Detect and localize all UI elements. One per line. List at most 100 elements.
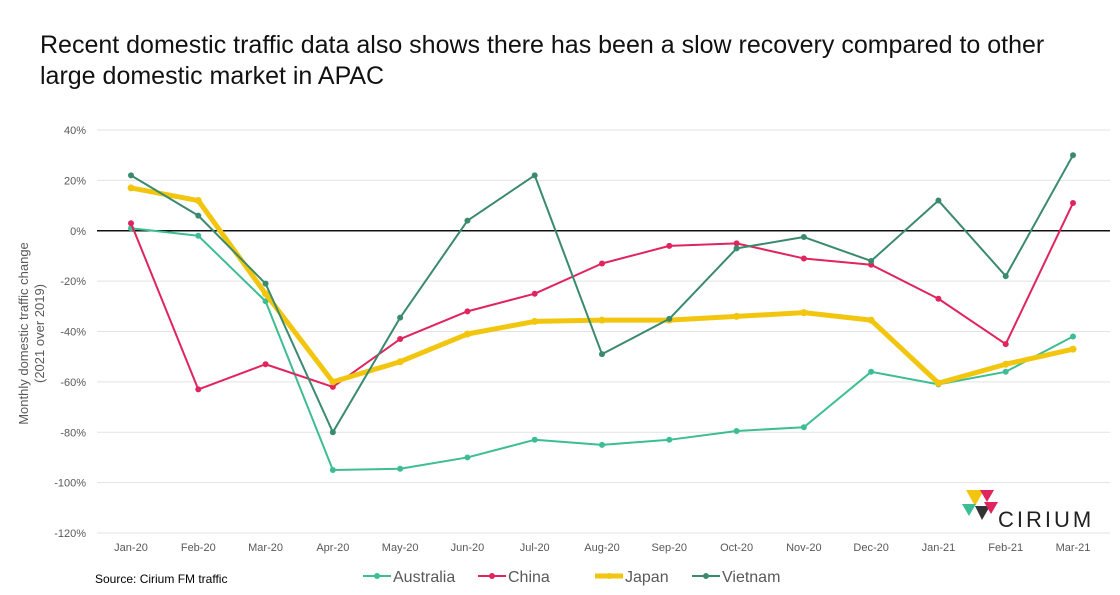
series-japan [127, 184, 1077, 387]
legend-marker [606, 573, 612, 579]
x-tick-label: Mar-21 [1056, 542, 1091, 554]
data-point [1070, 152, 1076, 159]
legend-label: Australia [393, 569, 455, 586]
y-axis-label: Monthly domestic traffic change [16, 242, 31, 425]
x-tick-label: Nov-20 [786, 542, 821, 554]
data-point [800, 234, 807, 241]
data-point [666, 242, 673, 249]
data-point [1002, 368, 1009, 375]
data-point [666, 315, 673, 322]
data-point [195, 212, 202, 219]
data-point [262, 280, 269, 287]
data-point [733, 245, 740, 252]
x-tick-label: Jun-20 [451, 542, 485, 554]
y-tick-label: 20% [64, 175, 86, 187]
series-australia [128, 225, 1076, 474]
gridlines [97, 129, 1110, 534]
legend-label: Vietnam [722, 569, 780, 586]
x-tick-label: Sep-20 [652, 542, 687, 554]
page-title: Recent domestic traffic data also shows … [40, 31, 1045, 90]
legend-marker [703, 573, 709, 579]
data-point [464, 454, 471, 461]
data-point [1070, 333, 1076, 340]
legend-item-japan: Japan [595, 569, 669, 586]
y-tick-label: -80% [60, 427, 86, 439]
y-tick-label: -100% [54, 478, 86, 490]
y-tick-labels: 40% 20% 0% -20% -40% -60% -80% -100% -120% [54, 125, 86, 540]
legend-item-china: China [478, 569, 550, 586]
y-axis-sublabel: (2021 over 2019) [32, 284, 47, 383]
data-point [329, 378, 337, 386]
data-point [599, 260, 605, 267]
data-point [464, 217, 471, 224]
legend-label: Japan [625, 569, 669, 586]
x-tick-label: Jan-21 [922, 542, 956, 554]
x-tick-label: May-20 [382, 542, 419, 554]
data-point [800, 424, 807, 431]
legend: Australia China Japan Vietnam [363, 569, 780, 586]
data-point [1002, 273, 1009, 280]
x-tick-label: Aug-20 [584, 542, 619, 554]
data-point [733, 240, 740, 247]
data-point [733, 312, 741, 320]
data-point [531, 317, 539, 325]
legend-item-vietnam: Vietnam [692, 569, 780, 586]
x-tick-label: Feb-20 [181, 542, 216, 554]
y-tick-label: -120% [54, 528, 86, 540]
data-point [464, 308, 471, 315]
data-point [329, 429, 336, 436]
source-note: Source: Cirium FM traffic [95, 572, 228, 586]
data-point [397, 314, 404, 321]
data-point [800, 255, 807, 262]
data-point [868, 368, 875, 375]
data-point [1069, 345, 1077, 353]
x-tick-label: Feb-21 [988, 542, 1023, 554]
legend-marker [489, 573, 495, 579]
legend-marker [374, 573, 380, 579]
x-tick-label: Jan-20 [114, 542, 148, 554]
data-point [262, 361, 269, 368]
legend-label: China [508, 569, 550, 586]
data-point [867, 316, 875, 324]
series-vietnam [128, 152, 1076, 436]
data-point [128, 220, 134, 227]
data-point [195, 232, 202, 239]
x-tick-label: Dec-20 [853, 542, 888, 554]
data-point [800, 309, 808, 317]
data-point [935, 197, 942, 204]
data-point [935, 295, 942, 302]
data-point [397, 465, 404, 472]
data-point [599, 441, 605, 448]
data-point [194, 197, 202, 205]
x-tick-label: Mar-20 [248, 542, 283, 554]
y-tick-label: -60% [60, 377, 86, 389]
series-line [130, 154, 1074, 434]
data-point [128, 172, 134, 179]
data-point [1002, 360, 1010, 368]
data-point [599, 351, 605, 358]
cirium-logo-icon [962, 490, 998, 520]
data-point [531, 172, 538, 179]
logo-wordmark: CIRIUM [998, 507, 1095, 532]
data-point [262, 290, 270, 298]
legend-item-australia: Australia [363, 569, 455, 586]
data-point [934, 379, 942, 387]
series-lines [127, 152, 1077, 474]
y-tick-label: 40% [64, 125, 86, 137]
data-point [531, 436, 538, 443]
x-tick-label: Jul-20 [520, 542, 550, 554]
data-point [463, 330, 471, 338]
data-point [666, 436, 673, 443]
x-tick-label: Apr-20 [316, 542, 349, 554]
data-point [598, 316, 606, 324]
data-point [195, 386, 202, 393]
data-point [531, 290, 538, 297]
data-point [127, 184, 135, 192]
x-tick-labels: Jan-20 Feb-20 Mar-20 Apr-20 May-20 Jun-20 Jul-… [114, 542, 1090, 554]
data-point [329, 467, 336, 474]
x-tick-label: Oct-20 [720, 542, 753, 554]
data-point [1070, 200, 1076, 207]
data-point [1002, 341, 1009, 348]
data-point [868, 257, 875, 264]
